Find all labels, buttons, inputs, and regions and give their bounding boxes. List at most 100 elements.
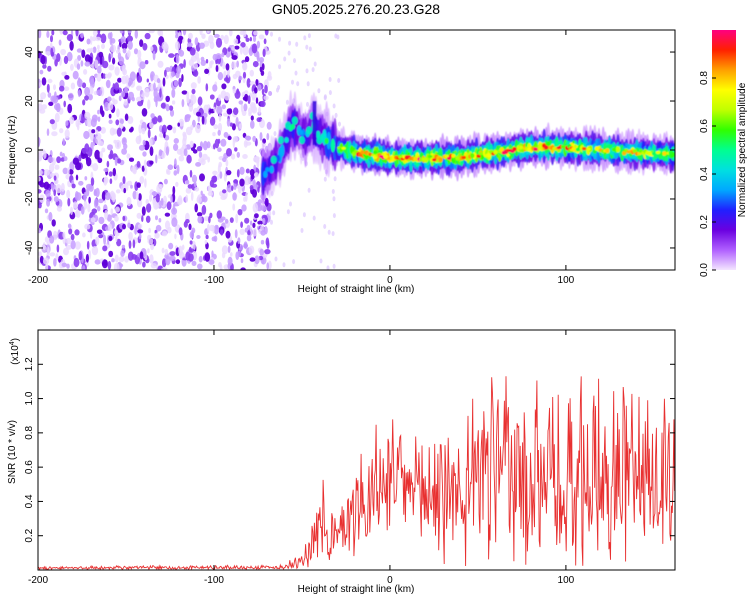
noise-blob [221,52,225,58]
noise-blob [69,161,75,171]
noise-blob [311,67,315,73]
signal-blob-2 [298,136,305,145]
noise-blob [50,47,54,57]
noise-blob [84,176,88,181]
noise-blob [189,169,193,178]
noise-blob [102,73,106,79]
noise-blob [92,163,99,172]
noise-blob [142,139,146,146]
noise-blob [39,69,44,75]
noise-blob [59,128,64,134]
noise-blob [227,69,230,78]
noise-blob [144,60,149,65]
noise-blob [56,244,60,253]
noise-blob [91,245,99,256]
noise-blob [239,46,243,55]
noise-blob [137,229,144,234]
signal-mark-5 [560,144,566,149]
noise-blob [89,75,95,85]
noise-blob [155,154,158,164]
noise-blob [195,162,202,167]
noise-blob [110,208,114,215]
noise-blob [336,34,340,40]
noise-blob [326,265,330,270]
noise-blob [220,138,227,147]
noise-blob [135,135,142,145]
signal-mark-5 [423,157,428,163]
signal-mark-5 [655,150,661,154]
noise-blob [106,96,112,102]
noise-blob [249,168,255,177]
noise-blob [47,246,50,257]
noise-blob [56,156,61,164]
noise-blob [157,84,160,92]
noise-blob [74,229,80,236]
noise-blob [169,251,176,256]
noise-blob [75,30,79,37]
noise-blob [144,87,150,98]
noise-blob [197,215,203,224]
noise-blob [121,148,127,155]
noise-blob [89,35,93,45]
noise-blob [63,55,69,65]
snr-x-axis-title: Height of straight line (km) [298,584,415,595]
noise-blob [41,244,47,253]
noise-blob [270,31,273,37]
noise-blob [84,54,91,63]
noise-blob [97,109,100,115]
noise-blob [174,158,177,168]
noise-blob [80,205,85,215]
noise-blob [136,212,142,219]
snr-y-multiplier-base: (x10 [10,345,21,365]
noise-blob [245,168,250,174]
noise-blob [42,64,47,69]
noise-blob [218,94,222,102]
noise-blob [106,214,112,222]
noise-blob [305,44,309,50]
noise-blob [188,253,194,262]
noise-blob [189,140,194,148]
noise-blob [155,224,162,232]
noise-blob [53,84,56,91]
noise-blob [142,151,147,157]
noise-blob [103,168,109,172]
noise-blob [302,212,306,218]
noise-blob [218,161,222,168]
noise-blob [131,97,135,102]
noise-blob [128,157,135,162]
colorbar-tick-label-3: 0.6 [699,119,710,133]
noise-blob [169,255,176,261]
noise-blob [77,55,82,61]
noise-blob [114,156,118,166]
noise-blob [128,231,133,241]
spectrogram-y-tick-label-0: -40 [24,240,35,255]
noise-blob [220,229,224,236]
noise-blob [253,30,258,36]
noise-blob [38,227,42,234]
noise-blob [235,251,240,260]
noise-blob [231,55,238,60]
noise-blob [126,153,131,159]
noise-blob [240,267,246,270]
signal-mark-5 [383,154,388,159]
snr-x-tick-label-2: 0 [387,575,393,586]
noise-blob [72,201,79,209]
noise-blob [101,259,108,269]
noise-blob [220,216,226,221]
signal-mark-5 [487,152,492,158]
noise-blob [102,245,108,252]
noise-blob [259,248,265,256]
noise-blob [173,170,178,176]
noise-blob [101,191,106,201]
noise-blob [251,43,258,54]
noise-blob [97,116,101,122]
noise-blob [126,50,131,58]
noise-blob [204,68,210,75]
noise-blob [256,117,262,123]
noise-blob [239,178,245,187]
noise-blob [246,224,251,231]
noise-blob [47,92,52,98]
signal-mark-5 [413,156,418,162]
noise-blob [58,39,62,46]
noise-blob [224,218,229,224]
